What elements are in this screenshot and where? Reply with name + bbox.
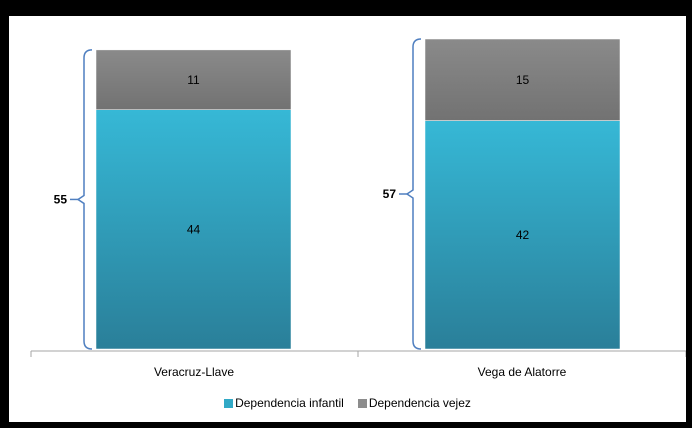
data-label-infantil-2: 42 — [516, 228, 530, 242]
total-label-1: 55 — [54, 192, 68, 206]
data-label-infantil-1: 44 — [187, 222, 201, 236]
category-label-2: Vega de Alatorre — [478, 365, 567, 379]
data-label-vejez-2: 15 — [516, 73, 530, 87]
legend-item-vejez: Dependencia vejez — [357, 396, 471, 410]
total-bracket-2 — [405, 38, 422, 350]
bar-vejez-2 — [424, 38, 621, 121]
chart-frame: 44 11 55 Veracruz-Llave 42 15 57 Vega de Alator… — [9, 16, 686, 422]
total-bracket-1 — [76, 49, 93, 350]
legend-item-infantil: Dependencia infantil — [224, 396, 344, 410]
bar-infantil-1 — [95, 109, 292, 350]
legend-swatch-infantil — [224, 398, 234, 408]
legend-swatch-vejez — [357, 398, 367, 408]
bar-vejez-1 — [95, 49, 292, 110]
data-label-vejez-1: 11 — [187, 73, 200, 87]
bar-infantil-2 — [424, 120, 621, 350]
legend: Dependencia infantil Dependencia vejez — [9, 396, 686, 410]
stacked-bar-chart: 44 11 55 Veracruz-Llave 42 15 57 Vega de Alator… — [30, 38, 686, 379]
category-label-1: Veracruz-Llave — [154, 365, 234, 379]
total-label-2: 57 — [383, 187, 397, 201]
legend-label-vejez: Dependencia vejez — [368, 396, 471, 410]
legend-label-infantil: Dependencia infantil — [235, 396, 344, 410]
